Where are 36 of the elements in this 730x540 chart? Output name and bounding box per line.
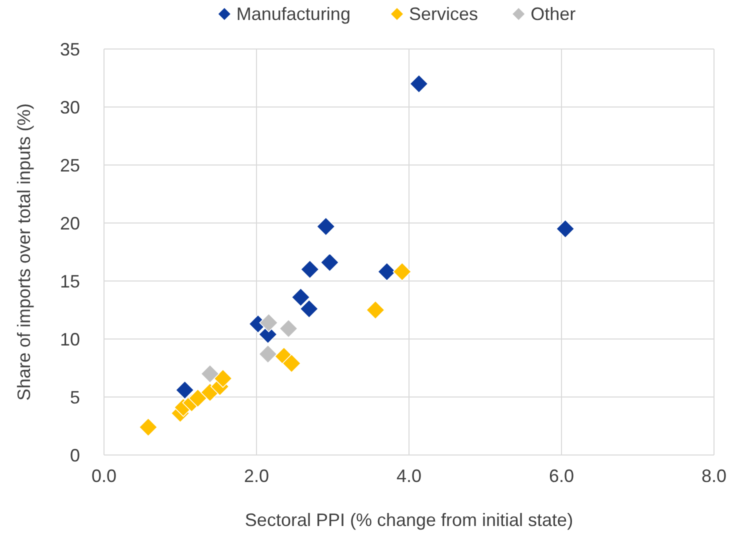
y-tick-label: 25 xyxy=(60,155,80,176)
point xyxy=(200,364,220,384)
point xyxy=(556,219,575,238)
point xyxy=(214,369,232,388)
point xyxy=(366,300,385,320)
point xyxy=(259,313,278,332)
y-tick-label: 20 xyxy=(60,213,80,234)
y-tick-label: 30 xyxy=(60,97,80,118)
x-axis-title: Sectoral PPI (% change from initial state) xyxy=(244,510,574,530)
point xyxy=(300,260,320,279)
point xyxy=(279,319,298,338)
point xyxy=(138,418,158,437)
y-axis-title: Share of imports over total inputs (%) xyxy=(14,103,34,401)
y-tick-label: 35 xyxy=(60,39,80,60)
x-tick-label: 4.0 xyxy=(396,466,422,486)
x-tick-label: 0.0 xyxy=(91,466,117,486)
x-tick-label: 2.0 xyxy=(244,466,270,486)
point xyxy=(300,299,319,318)
x-tick-label: 8.0 xyxy=(701,466,727,486)
y-tick-label: 5 xyxy=(70,387,80,408)
point xyxy=(258,344,278,364)
point xyxy=(410,74,428,94)
point xyxy=(392,262,412,282)
point xyxy=(188,388,208,408)
y-tick-label: 10 xyxy=(60,329,80,350)
point xyxy=(175,380,194,400)
legend-label: Manufacturing xyxy=(236,4,350,24)
y-tick-label: 0 xyxy=(70,445,80,466)
point xyxy=(316,217,336,236)
x-tick-label: 6.0 xyxy=(548,466,574,486)
legend-label: Services xyxy=(409,4,478,24)
point xyxy=(282,354,301,373)
point xyxy=(291,288,310,307)
y-tick-label: 15 xyxy=(60,271,80,292)
point xyxy=(320,253,340,272)
legend-label: Other xyxy=(530,4,576,24)
